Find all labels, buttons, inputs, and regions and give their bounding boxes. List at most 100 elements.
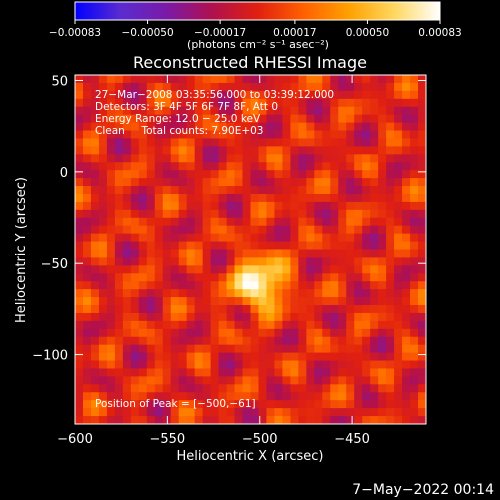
- heatmap-cell: [402, 178, 411, 187]
- heatmap-cell: [130, 416, 140, 424]
- heatmap-cell: [394, 138, 403, 147]
- heatmap-cell: [274, 384, 284, 393]
- heatmap-cell: [274, 201, 284, 211]
- heatmap-cell: [258, 312, 268, 322]
- heatmap-cell: [362, 297, 371, 306]
- heatmap-cell: [226, 106, 236, 116]
- heatmap-cell: [250, 233, 260, 243]
- heatmap-cell: [154, 106, 164, 116]
- heatmap-cell: [218, 408, 228, 417]
- heatmap-cell: [194, 352, 204, 362]
- heatmap-cell: [338, 225, 347, 235]
- heatmap-cell: [218, 122, 228, 132]
- heatmap-cell: [298, 122, 307, 132]
- heatmap-cell: [90, 384, 100, 393]
- heatmap-cell: [378, 392, 387, 401]
- heatmap-cell: [322, 209, 331, 219]
- heatmap-cell: [98, 416, 108, 424]
- heatmap-cell: [98, 249, 108, 259]
- heatmap-cell: [106, 162, 116, 171]
- heatmap-cell: [162, 114, 172, 124]
- heatmap-cell: [138, 249, 148, 259]
- heatmap-cell: [394, 154, 403, 163]
- heatmap-cell: [394, 400, 403, 409]
- heatmap-cell: [386, 249, 395, 259]
- heatmap-cell: [266, 368, 276, 378]
- heatmap-cell: [298, 392, 307, 401]
- heatmap-cell: [338, 162, 347, 171]
- heatmap-cell: [362, 336, 371, 346]
- heatmap-cell: [282, 146, 291, 155]
- heatmap-cell: [122, 408, 132, 417]
- heatmap-cell: [346, 320, 355, 330]
- heatmap-cell: [378, 178, 387, 187]
- heatmap-cell: [154, 376, 164, 385]
- heatmap-cell: [402, 186, 411, 195]
- heatmap-cell: [122, 178, 132, 187]
- heatmap-cell: [170, 233, 180, 243]
- heatmap-cell: [306, 154, 315, 163]
- heatmap-cell: [274, 281, 284, 290]
- heatmap-cell: [338, 122, 347, 132]
- heatmap-cell: [386, 209, 395, 219]
- heatmap-cell: [75, 249, 84, 259]
- heatmap-cell: [290, 416, 299, 424]
- heatmap-cell: [210, 225, 220, 235]
- heatmap-cell: [346, 82, 355, 92]
- heatmap-cell: [194, 98, 204, 108]
- heatmap-cell: [162, 170, 172, 179]
- heatmap-cell: [250, 170, 260, 179]
- heatmap-cell: [114, 273, 124, 282]
- heatmap-cell: [170, 289, 180, 298]
- heatmap-cell: [162, 273, 172, 282]
- heatmap-cell: [75, 416, 84, 424]
- heatmap-cell: [106, 241, 116, 251]
- heatmap-cell: [242, 209, 252, 219]
- heatmap-cell: [250, 209, 260, 219]
- heatmap-cell: [290, 178, 299, 187]
- heatmap-cell: [402, 360, 411, 370]
- heatmap-cell: [386, 82, 395, 92]
- heatmap-cell: [370, 217, 379, 227]
- heatmap-cell: [242, 98, 252, 108]
- heatmap-cell: [202, 281, 212, 290]
- heatmap-cell: [410, 106, 419, 116]
- heatmap-cell: [290, 217, 299, 227]
- heatmap-cell: [242, 384, 252, 393]
- heatmap-cell: [154, 217, 164, 227]
- heatmap-cell: [298, 416, 307, 424]
- heatmap-cell: [330, 122, 339, 132]
- heatmap-cell: [202, 130, 212, 140]
- heatmap-cell: [90, 138, 100, 147]
- heatmap-cell: [394, 289, 403, 298]
- heatmap-cell: [410, 376, 419, 385]
- heatmap-cell: [162, 376, 172, 385]
- heatmap-cell: [242, 376, 252, 385]
- heatmap-cell: [162, 130, 172, 140]
- heatmap-cell: [274, 376, 284, 385]
- heatmap-cell: [322, 138, 331, 147]
- heatmap-cell: [354, 146, 363, 155]
- heatmap-cell: [226, 130, 236, 140]
- heatmap-cell: [378, 217, 387, 227]
- heatmap-cell: [362, 82, 371, 92]
- heatmap-cell: [138, 312, 148, 322]
- heatmap-cell: [114, 130, 124, 140]
- heatmap-cell: [146, 320, 156, 330]
- heatmap-cell: [354, 75, 363, 84]
- heatmap-cell: [266, 162, 276, 171]
- heatmap-cell: [82, 297, 92, 306]
- heatmap-cell: [114, 376, 124, 385]
- heatmap-cell: [226, 368, 236, 378]
- heatmap-cell: [106, 392, 116, 401]
- heatmap-cell: [154, 225, 164, 235]
- heatmap-cell: [274, 265, 284, 274]
- heatmap-cell: [258, 241, 268, 251]
- heatmap-cell: [138, 400, 148, 409]
- heatmap-cell: [218, 368, 228, 378]
- heatmap-cell: [154, 233, 164, 243]
- heatmap-cell: [138, 320, 148, 330]
- heatmap-cell: [162, 344, 172, 354]
- heatmap-cell: [170, 114, 180, 124]
